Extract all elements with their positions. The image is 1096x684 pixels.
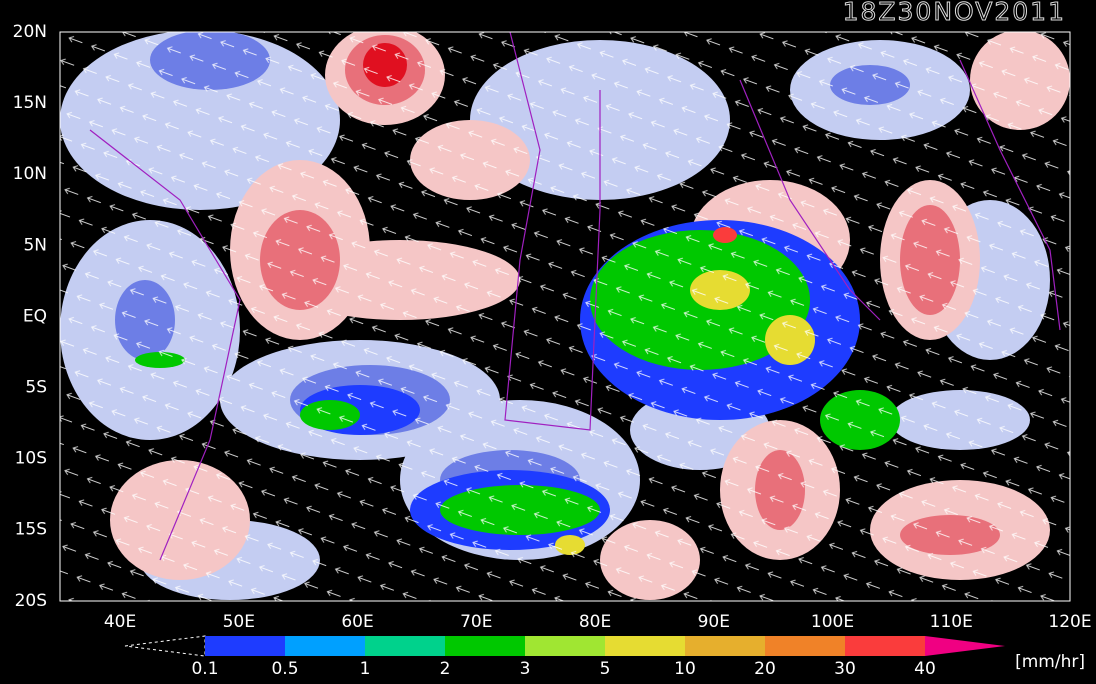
colorbar-box bbox=[845, 636, 925, 656]
lat-label: 20S bbox=[15, 591, 47, 611]
colorbar-box bbox=[205, 636, 285, 656]
lon-label: 100E bbox=[811, 612, 854, 632]
colorbar-box bbox=[685, 636, 765, 656]
lon-label: 60E bbox=[341, 612, 373, 632]
colorbar-label: 3 bbox=[520, 659, 531, 679]
colorbar-box bbox=[605, 636, 685, 656]
colorbar-label: 40 bbox=[914, 659, 936, 679]
colorbar-label: 0.5 bbox=[271, 659, 298, 679]
lon-label: 70E bbox=[460, 612, 492, 632]
lat-label: 15S bbox=[15, 520, 47, 540]
lat-label: 5S bbox=[25, 378, 47, 398]
precip-field bbox=[60, 32, 1070, 601]
colorbar-box bbox=[285, 636, 365, 656]
colorbar-label: 20 bbox=[754, 659, 776, 679]
lon-label: 80E bbox=[579, 612, 611, 632]
lon-label: 90E bbox=[698, 612, 730, 632]
colorbar-over bbox=[925, 636, 1005, 656]
colorbar-label: 2 bbox=[440, 659, 451, 679]
lon-label: 50E bbox=[223, 612, 255, 632]
lat-label: 5N bbox=[23, 235, 47, 255]
lat-label: EQ bbox=[23, 306, 47, 326]
title: 18Z30NOV2011 bbox=[843, 0, 1066, 26]
lat-label: 10N bbox=[13, 164, 47, 184]
colorbar-unit: [mm/hr] bbox=[1015, 652, 1085, 672]
colorbar-box bbox=[445, 636, 525, 656]
map-frame bbox=[59, 31, 1071, 602]
colorbar-box bbox=[365, 636, 445, 656]
colorbar-box bbox=[765, 636, 845, 656]
lat-label: 10S bbox=[15, 449, 47, 469]
colorbar-label: 30 bbox=[834, 659, 856, 679]
colorbar-label: 1 bbox=[360, 659, 371, 679]
lon-label: 110E bbox=[930, 612, 973, 632]
lon-labels: 40E 50E 60E 70E 80E 90E 100E 110E 120E bbox=[104, 612, 1092, 632]
colorbar-label: 10 bbox=[674, 659, 696, 679]
colorbar-under bbox=[124, 635, 206, 657]
colorbar-box bbox=[525, 636, 605, 656]
colorbar: 0.1 0.5 1 2 3 5 10 20 30 40 bbox=[191, 636, 1005, 679]
lat-label: 15N bbox=[13, 93, 47, 113]
lat-label: 20N bbox=[13, 22, 47, 42]
colorbar-label: 5 bbox=[600, 659, 611, 679]
lon-label: 40E bbox=[104, 612, 136, 632]
lon-label: 120E bbox=[1048, 612, 1091, 632]
colorbar-label: 0.1 bbox=[191, 659, 218, 679]
lat-labels: 20N 15N 10N 5N EQ 5S 10S 15S 20S bbox=[13, 22, 47, 611]
